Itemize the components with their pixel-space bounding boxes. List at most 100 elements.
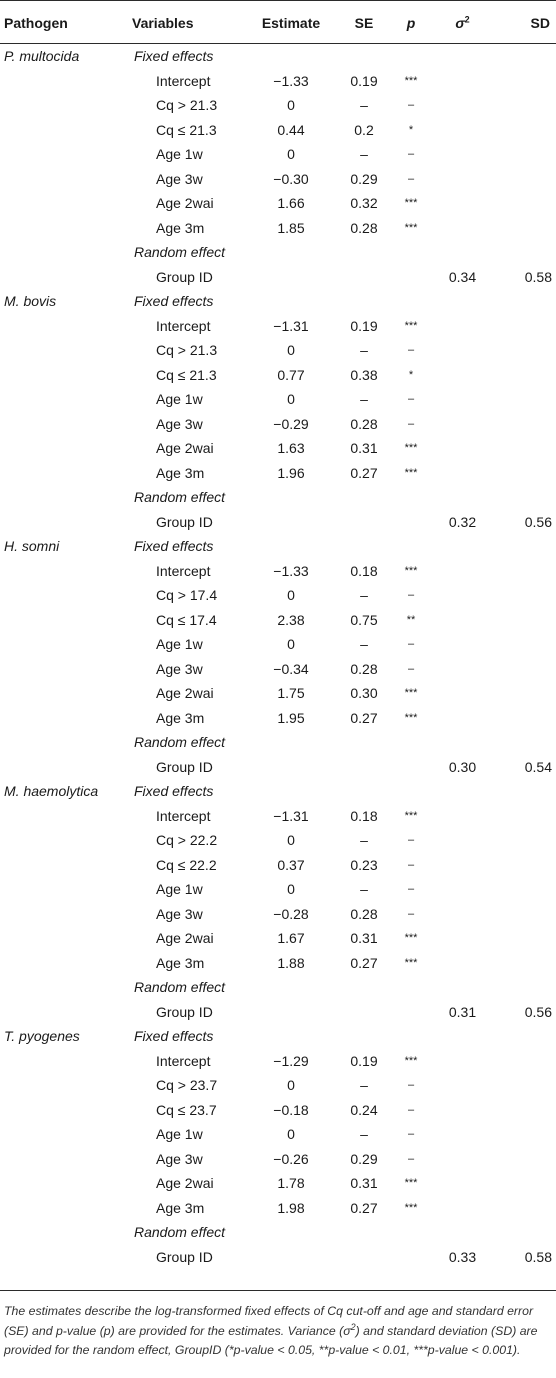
empty-cell xyxy=(247,1000,335,1025)
p-significance: *** xyxy=(404,956,418,969)
empty-cell xyxy=(429,559,496,584)
se-value: 0.18 xyxy=(350,807,378,824)
estimate-value: −0.30 xyxy=(273,170,309,187)
empty-cell xyxy=(247,485,335,510)
empty-cell xyxy=(429,706,496,731)
empty-cell xyxy=(429,44,496,69)
variable-name: Age 1w xyxy=(156,881,203,898)
empty-cell xyxy=(0,559,126,584)
random-variable-name: Group ID xyxy=(156,1003,213,1020)
empty-cell xyxy=(0,902,126,927)
se-value: 0.28 xyxy=(350,660,378,677)
empty-cell xyxy=(429,583,496,608)
header-sd: SD xyxy=(530,14,550,31)
table-row: Age 1w 0 – – xyxy=(0,1122,556,1147)
empty-cell xyxy=(0,436,126,461)
section-label-fixed: Fixed effects xyxy=(134,538,214,555)
table-row-fixed-effects: H. somni Fixed effects xyxy=(0,534,556,559)
empty-cell xyxy=(0,387,126,412)
empty-cell xyxy=(429,338,496,363)
table-row: Age 3m 1.85 0.28 *** xyxy=(0,216,556,241)
p-significance: *** xyxy=(404,711,418,724)
table-row-group-id: Group ID 0.31 0.56 xyxy=(0,1000,556,1025)
empty-cell xyxy=(247,240,335,265)
empty-cell xyxy=(496,657,556,682)
se-value: 0.28 xyxy=(350,905,378,922)
se-value: – xyxy=(360,146,368,163)
empty-cell xyxy=(0,510,126,535)
empty-cell xyxy=(429,804,496,829)
estimate-value: 1.85 xyxy=(277,219,305,236)
variable-name: Cq ≤ 17.4 xyxy=(156,611,217,628)
p-significance: – xyxy=(407,1152,415,1165)
table-row: Cq ≤ 22.2 0.37 0.23 – xyxy=(0,853,556,878)
empty-cell xyxy=(393,1245,429,1270)
estimate-value: −0.29 xyxy=(273,415,309,432)
empty-cell xyxy=(429,1098,496,1123)
p-significance: – xyxy=(407,1079,415,1092)
se-value: 0.19 xyxy=(350,72,378,89)
empty-cell xyxy=(335,44,393,69)
table-row: Age 1w 0 – – xyxy=(0,632,556,657)
empty-cell xyxy=(429,1122,496,1147)
empty-cell xyxy=(496,1098,556,1123)
p-significance: – xyxy=(407,99,415,112)
estimate-value: 1.98 xyxy=(277,1199,305,1216)
empty-cell xyxy=(429,93,496,118)
empty-cell xyxy=(496,485,556,510)
empty-cell xyxy=(429,877,496,902)
empty-cell xyxy=(496,583,556,608)
table-row-fixed-effects: P. multocida Fixed effects xyxy=(0,44,556,69)
empty-cell xyxy=(393,510,429,535)
empty-cell xyxy=(496,975,556,1000)
variable-name: Age 3w xyxy=(156,415,203,432)
empty-cell xyxy=(247,44,335,69)
empty-cell xyxy=(247,1024,335,1049)
se-value: 0.23 xyxy=(350,856,378,873)
empty-cell xyxy=(393,289,429,314)
empty-cell xyxy=(0,730,126,755)
empty-cell xyxy=(429,167,496,192)
variance-value: 0.32 xyxy=(448,513,477,530)
se-value: 0.31 xyxy=(350,930,378,947)
p-significance: *** xyxy=(404,197,418,210)
empty-cell xyxy=(429,1147,496,1172)
variable-name: Age 3m xyxy=(156,1199,205,1216)
empty-cell xyxy=(429,902,496,927)
empty-cell xyxy=(496,461,556,486)
empty-cell xyxy=(0,1000,126,1025)
empty-cell xyxy=(0,853,126,878)
footnote-superscript: 2 xyxy=(350,1321,356,1332)
p-significance: *** xyxy=(404,1054,418,1067)
p-significance: – xyxy=(407,1128,415,1141)
p-significance: – xyxy=(407,907,415,920)
empty-cell xyxy=(496,93,556,118)
empty-cell xyxy=(247,1245,335,1270)
table-row: Age 2wai 1.67 0.31 *** xyxy=(0,926,556,951)
empty-cell xyxy=(335,1245,393,1270)
variable-name: Age 3m xyxy=(156,954,205,971)
variable-name: Intercept xyxy=(156,72,211,89)
table-row-random-effect: Random effect xyxy=(0,485,556,510)
empty-cell xyxy=(393,240,429,265)
empty-cell xyxy=(496,240,556,265)
empty-cell xyxy=(0,877,126,902)
empty-cell xyxy=(0,265,126,290)
header-se: SE xyxy=(354,14,374,31)
estimate-value: 0 xyxy=(287,342,295,359)
empty-cell xyxy=(0,314,126,339)
random-variable-name: Group ID xyxy=(156,1248,213,1265)
empty-cell xyxy=(429,534,496,559)
empty-cell xyxy=(496,1171,556,1196)
empty-cell xyxy=(0,338,126,363)
header-p: p xyxy=(406,14,416,31)
empty-cell xyxy=(429,216,496,241)
empty-cell xyxy=(496,706,556,731)
variable-name: Cq > 17.4 xyxy=(156,587,218,604)
p-significance: *** xyxy=(404,319,418,332)
estimate-value: 1.66 xyxy=(277,195,305,212)
p-significance: – xyxy=(407,858,415,871)
table-row: Intercept −1.29 0.19 *** xyxy=(0,1049,556,1074)
se-value: 0.19 xyxy=(350,317,378,334)
table-row-fixed-effects: M. bovis Fixed effects xyxy=(0,289,556,314)
